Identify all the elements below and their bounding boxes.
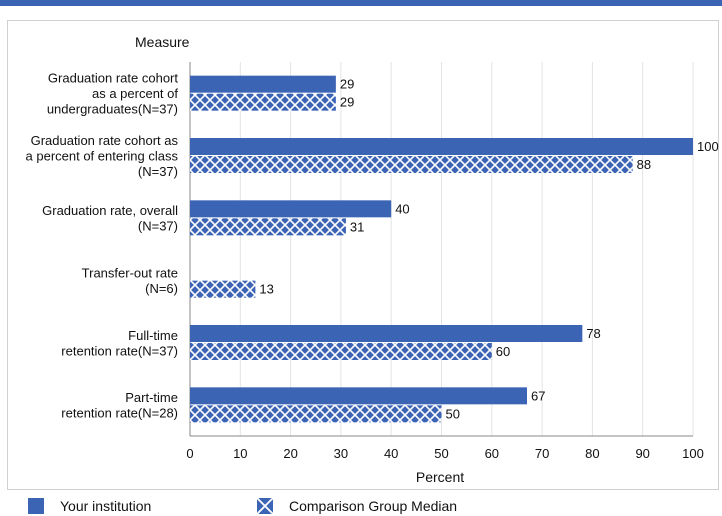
x-tick-label: 70 [535, 446, 549, 461]
data-label: 29 [340, 95, 354, 110]
category-label: Part-time retention rate(N=28) [61, 390, 178, 421]
x-tick-label: 100 [682, 446, 704, 461]
category-label: Graduation rate, overall (N=37) [42, 203, 178, 234]
bar-comparison-median [190, 156, 633, 173]
legend: Your institution Comparison Group Median [0, 492, 722, 516]
bar-your-institution [190, 200, 392, 218]
x-tick-label: 50 [434, 446, 448, 461]
data-label: 88 [637, 157, 651, 172]
legend-label: Your institution [60, 498, 152, 514]
legend-swatch-solid [28, 498, 44, 514]
legend-item-comparison-median: Comparison Group Median [257, 498, 457, 514]
bar-your-institution [190, 387, 528, 405]
category-label: Graduation rate cohort as a percent of en… [26, 133, 179, 179]
data-label: 13 [259, 282, 273, 297]
top-accent-bar [0, 0, 722, 6]
data-label: 50 [446, 406, 460, 421]
x-tick-label: 10 [233, 446, 247, 461]
data-label: 31 [350, 219, 364, 234]
x-tick-label: 0 [186, 446, 193, 461]
bar-comparison-median [190, 343, 492, 360]
legend-label: Comparison Group Median [289, 498, 458, 514]
bar-your-institution [190, 325, 583, 342]
bar-comparison-median [190, 93, 336, 111]
bar-comparison-median [190, 280, 256, 298]
x-tick-label: 40 [384, 446, 398, 461]
legend-item-your-institution: Your institution [28, 498, 151, 514]
category-label: Full-time retention rate(N=37) [61, 328, 178, 359]
bar-your-institution [190, 138, 693, 155]
data-label: 67 [531, 388, 545, 403]
bar-your-institution [190, 75, 336, 93]
bar-comparison-median [190, 218, 346, 236]
x-tick-label: 60 [485, 446, 499, 461]
data-label: 29 [340, 77, 354, 92]
y-axis-title: Measure [135, 34, 190, 50]
x-tick-label: 20 [283, 446, 297, 461]
data-label: 40 [395, 201, 409, 216]
category-label: Graduation rate cohort as a percent of und… [47, 71, 179, 117]
data-label: 78 [586, 326, 600, 341]
x-tick-label: 80 [585, 446, 599, 461]
data-label: 60 [496, 344, 510, 359]
legend-swatch-hatched [257, 498, 273, 514]
bar-comparison-median [190, 405, 442, 423]
category-label: Transfer-out rate (N=6) [82, 265, 178, 296]
x-axis-title: Percent [416, 469, 464, 485]
x-tick-label: 30 [334, 446, 348, 461]
x-tick-label: 90 [635, 446, 649, 461]
data-label: 100 [697, 139, 719, 154]
